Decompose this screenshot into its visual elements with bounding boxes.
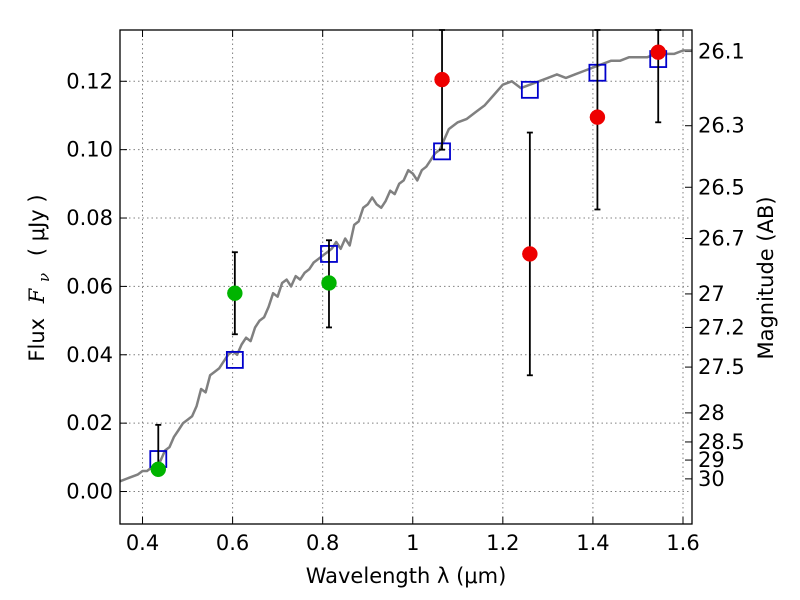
y2-tick-label: 26.7 (698, 227, 745, 251)
infrared-photometry-point (650, 44, 666, 60)
x-tick-label: 0.4 (126, 531, 159, 555)
y-axis-label-symbol: F (25, 287, 49, 304)
y-tick-label: 0.02 (66, 411, 113, 435)
x-tick-label: 1.2 (486, 531, 519, 555)
y2-tick-label: 26.3 (698, 114, 745, 138)
y-tick-label: 0.06 (66, 274, 113, 298)
infrared-photometry-point (522, 246, 538, 262)
y-tick-label: 0.00 (66, 480, 113, 504)
y-tick-label: 0.12 (66, 69, 113, 93)
x-tick-label: 1.4 (576, 531, 609, 555)
y-axis-label-prefix: Flux (25, 318, 49, 362)
x-tick-label: 0.8 (306, 531, 339, 555)
optical-photometry-point (150, 461, 167, 478)
y2-tick-label: 30 (698, 467, 725, 491)
labels: Wavelength λ (μm) Flux F ν ( μJy ) Magni… (25, 194, 778, 588)
y-tick-label: 0.08 (66, 206, 113, 230)
y2-tick-label: 29 (698, 448, 725, 472)
model-flux-marker (520, 80, 539, 99)
plot-frame (119, 29, 693, 525)
x-tick-label: 1.6 (666, 531, 699, 555)
y-tick-label: 0.10 (66, 138, 113, 162)
y2-tick-label: 28.5 (698, 430, 745, 454)
y2-tick-label: 28 (698, 401, 725, 425)
optical-photometry-point (227, 285, 243, 301)
series (119, 29, 692, 483)
grid (120, 30, 692, 524)
y2-tick-label: 26.1 (698, 40, 745, 64)
infrared-photometry-point (589, 109, 606, 125)
model-spectrum-line (119, 49, 692, 483)
ticks: 0.4 0.6 0.8 1 1.2 1.4 1.6 0.00 0.02 0.04 0.06 0.08 0… (66, 30, 745, 555)
svg-text:Flux F ν: Flux F ν ( μJy ) (25, 194, 54, 361)
model-flux-marker (225, 351, 244, 369)
x-tick-label: 1 (406, 531, 419, 555)
y2-tick-label: 27.2 (698, 315, 745, 339)
y2-axis-label: Magnitude (AB) (754, 196, 778, 359)
y2-tick-label: 27.5 (698, 355, 745, 379)
infrared-photometry-point (434, 71, 450, 88)
x-axis-label: Wavelength λ (μm) (306, 564, 507, 588)
x-tick-label: 0.6 (216, 531, 249, 555)
y-axis-label-sub: ν (35, 273, 53, 282)
y-axis-label: Flux F ν ( μJy ) (25, 194, 54, 361)
y-axis-label-unit: ( μJy ) (25, 194, 49, 256)
y2-tick-label: 27 (698, 282, 725, 306)
y2-tick-label: 26.5 (698, 175, 745, 199)
optical-photometry-point (321, 275, 337, 291)
y-tick-label: 0.04 (66, 343, 113, 367)
